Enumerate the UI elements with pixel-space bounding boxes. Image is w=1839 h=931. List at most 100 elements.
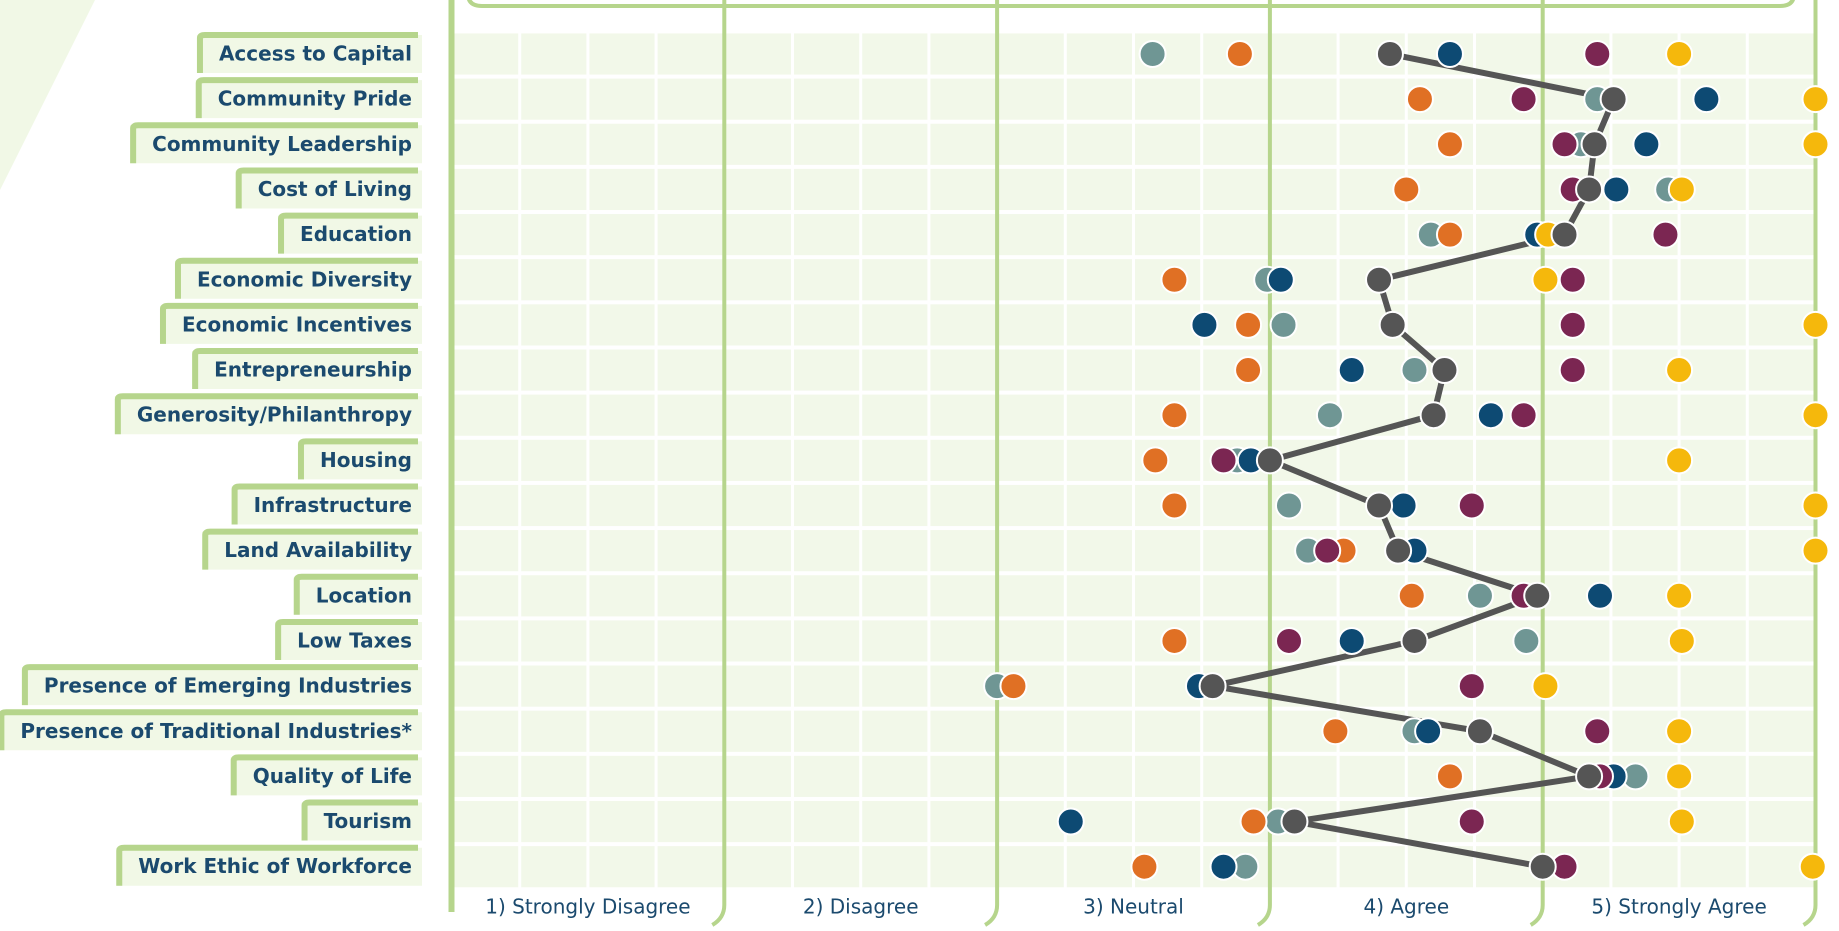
dot xyxy=(1160,491,1189,520)
y-tick-label: Cost of Living xyxy=(258,177,412,201)
dot xyxy=(1651,220,1680,249)
dot xyxy=(1313,536,1342,565)
dot xyxy=(1141,446,1170,475)
dot xyxy=(1558,310,1587,339)
dot xyxy=(1465,581,1494,610)
dot xyxy=(1531,672,1560,701)
dot xyxy=(1512,626,1541,655)
dot xyxy=(1531,265,1560,294)
y-tick-label: Presence of Traditional Industries* xyxy=(20,719,412,743)
grid-line xyxy=(1529,0,1545,927)
label-plate xyxy=(195,80,422,119)
dot xyxy=(1384,536,1413,565)
grid-line xyxy=(984,0,1000,927)
category-label: Presence of Traditional Industries* xyxy=(0,709,422,751)
y-tick-label: Tourism xyxy=(324,809,412,833)
category-label: Community Leadership xyxy=(130,122,422,164)
dot xyxy=(1378,310,1407,339)
dot xyxy=(1583,40,1612,68)
dot xyxy=(1209,446,1238,475)
plate-border xyxy=(159,302,418,344)
plate-border xyxy=(297,438,418,480)
dot xyxy=(1280,807,1309,836)
dot xyxy=(1274,491,1303,520)
x-band-label: 3) Neutral xyxy=(1083,895,1184,919)
plate-border xyxy=(231,483,418,525)
y-tick-label: Economic Diversity xyxy=(197,267,412,291)
dot xyxy=(1801,401,1830,430)
dot xyxy=(1160,265,1189,294)
dot xyxy=(1667,175,1696,204)
dot xyxy=(1234,310,1263,339)
plate-border xyxy=(195,77,418,119)
label-plate xyxy=(116,847,422,886)
dot xyxy=(1160,401,1189,430)
category-label: Location xyxy=(293,573,422,615)
label-plate xyxy=(114,396,422,435)
dot xyxy=(1465,717,1494,746)
y-tick-label: Infrastructure xyxy=(254,493,412,517)
dot xyxy=(1801,130,1830,159)
dot xyxy=(1435,762,1464,791)
dot xyxy=(1457,807,1486,836)
dot xyxy=(1692,85,1721,114)
dot xyxy=(1435,40,1464,68)
dot xyxy=(1665,717,1694,746)
dot xyxy=(1397,581,1426,610)
dot xyxy=(1632,130,1661,159)
dot xyxy=(999,672,1028,701)
dot xyxy=(1209,852,1238,881)
dot xyxy=(1419,401,1448,430)
dot xyxy=(1337,626,1366,655)
dot xyxy=(1667,807,1696,836)
y-tick-label: Education xyxy=(300,222,412,246)
dot xyxy=(1801,491,1830,520)
category-label: Economic Diversity xyxy=(174,257,422,299)
dot xyxy=(1457,672,1486,701)
y-tick-label: Generosity/Philanthropy xyxy=(137,403,412,427)
dot xyxy=(1798,852,1827,881)
category-label: Community Pride xyxy=(195,77,422,119)
y-tick-label: Community Leadership xyxy=(152,132,412,156)
grid-line xyxy=(711,0,727,927)
decoration xyxy=(0,0,95,190)
dot xyxy=(1400,356,1429,385)
label-plate xyxy=(230,757,422,796)
dot xyxy=(1665,581,1694,610)
dot xyxy=(1528,852,1557,881)
x-band-label: 1) Strongly Disagree xyxy=(485,895,690,919)
label-plate xyxy=(235,170,422,209)
y-tick-label: Work Ethic of Workforce xyxy=(138,854,412,878)
label-plate xyxy=(293,576,422,615)
category-label: Infrastructure xyxy=(231,483,422,525)
dot xyxy=(1801,536,1830,565)
dot xyxy=(1321,717,1350,746)
dot xyxy=(1550,130,1579,159)
dot xyxy=(1414,717,1443,746)
label-plate xyxy=(130,125,422,164)
y-tick-label: Land Availability xyxy=(224,538,412,562)
y-tick-label: Quality of Life xyxy=(253,764,412,788)
dot xyxy=(1575,175,1604,204)
plate-border xyxy=(192,348,418,390)
label-plate xyxy=(196,35,422,73)
plate-border xyxy=(0,709,418,751)
y-tick-label: Low Taxes xyxy=(297,628,412,652)
plate-border xyxy=(202,528,418,570)
plate-border xyxy=(235,167,418,209)
dot xyxy=(1255,446,1284,475)
dot xyxy=(1056,807,1085,836)
category-label: Housing xyxy=(297,438,422,480)
dot xyxy=(1476,401,1505,430)
category-label: Tourism xyxy=(301,799,422,841)
x-band-label: 4) Agree xyxy=(1363,895,1449,919)
dot xyxy=(1509,401,1538,430)
category-label: Education xyxy=(278,212,422,254)
dot xyxy=(1558,265,1587,294)
dot xyxy=(1375,40,1404,68)
category-label: Access to Capital xyxy=(196,32,422,73)
label-plate xyxy=(174,260,422,299)
dot xyxy=(1430,356,1459,385)
